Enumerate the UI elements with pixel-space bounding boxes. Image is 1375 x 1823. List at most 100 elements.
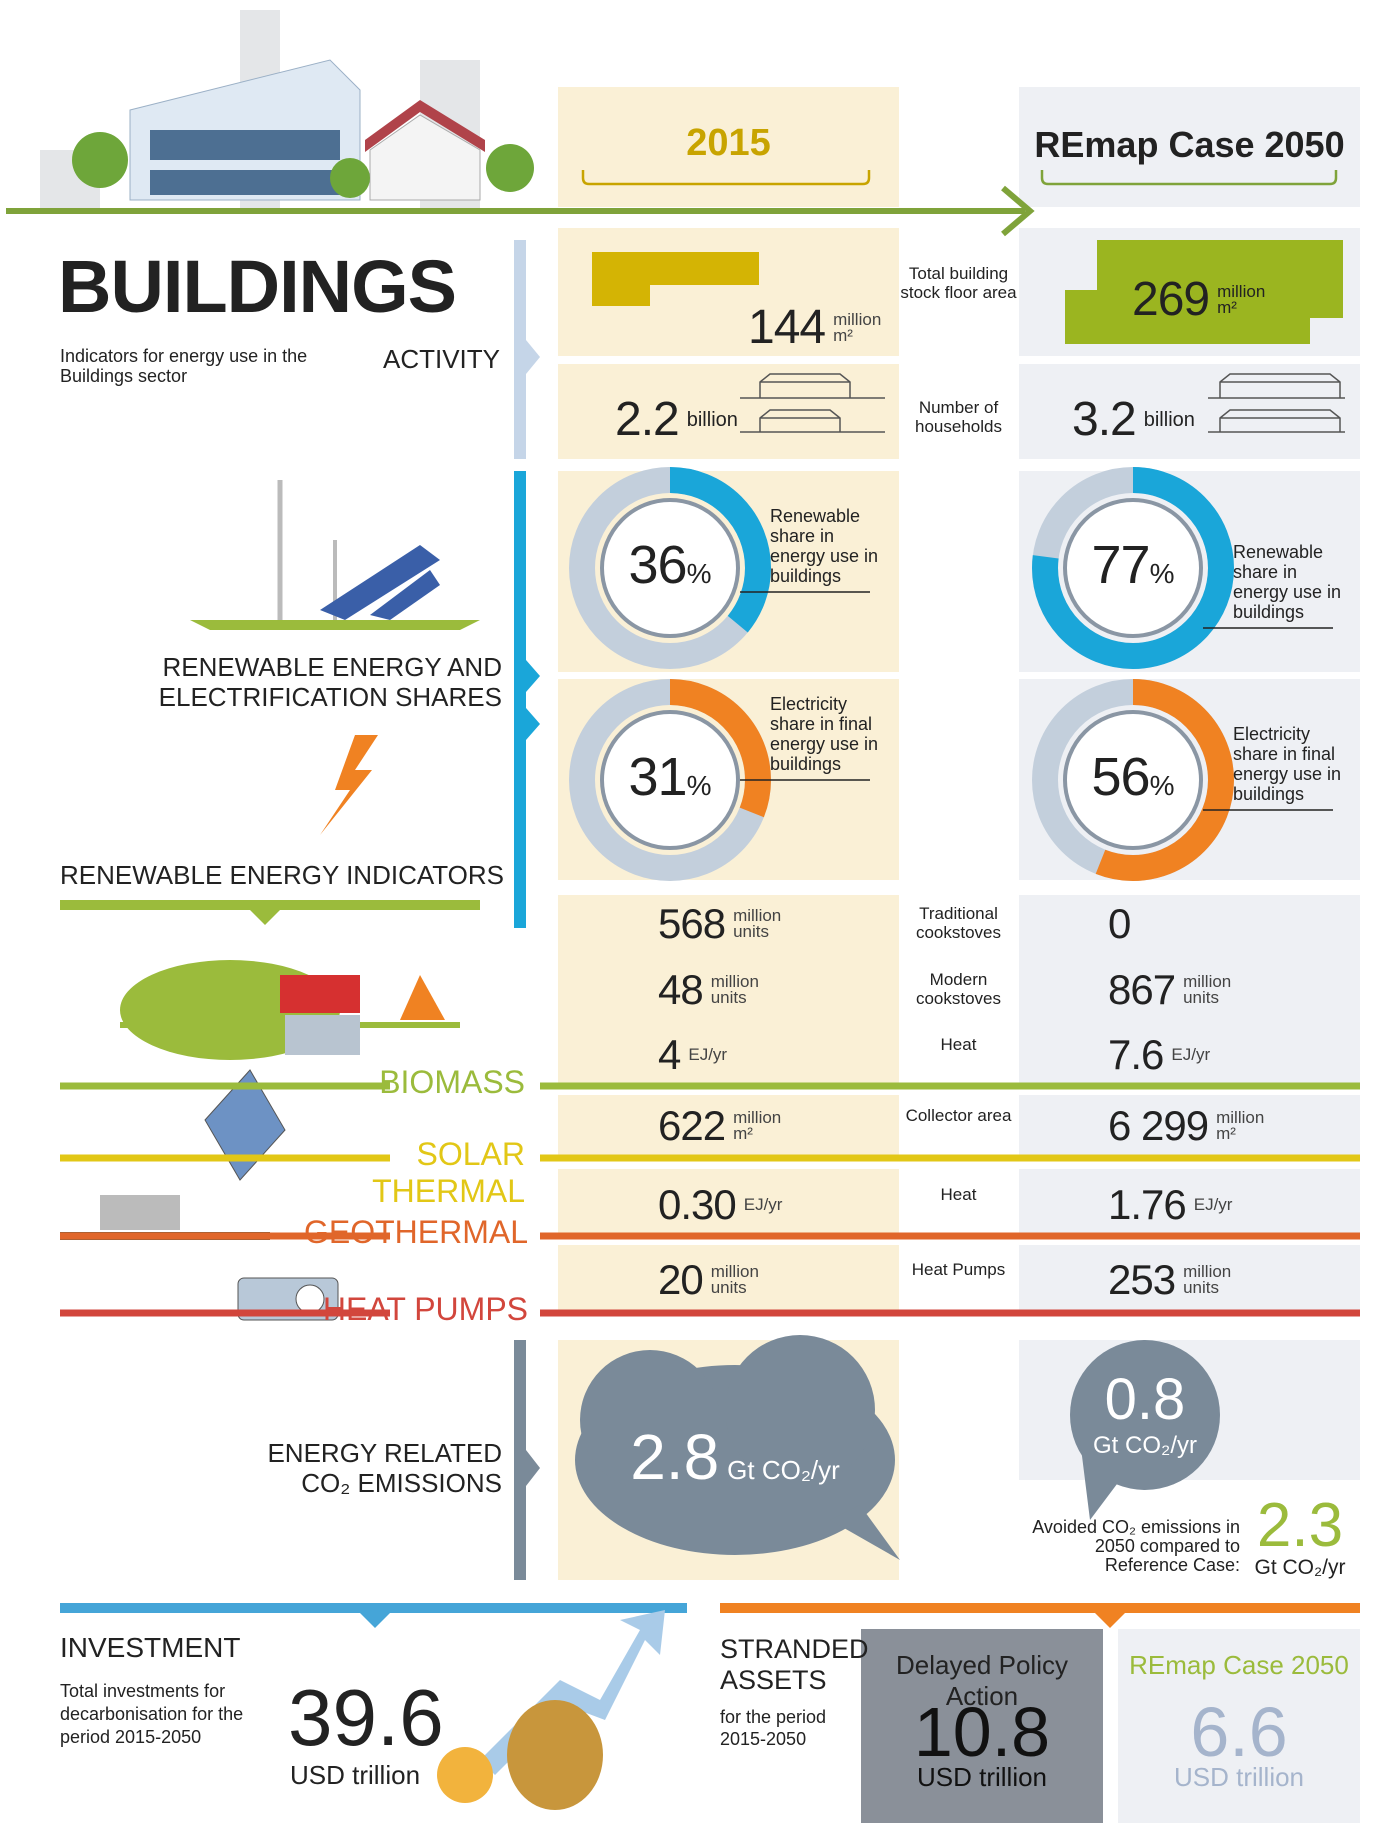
unit-line: EJ/yr: [743, 1195, 783, 1214]
unit-line: million: [1216, 1108, 1265, 1127]
donut-value: 31%: [600, 746, 740, 808]
row-label: Modern cookstoves: [915, 970, 1002, 1008]
unit-line: EJ/yr: [1193, 1195, 1233, 1214]
cloud-unit: Gt CO₂/yr: [1093, 1432, 1197, 1459]
value-group: 20 million units: [658, 1256, 759, 1304]
group-label: HEAT PUMPS: [322, 1291, 528, 1327]
bracket: [1040, 170, 1338, 186]
value: 1.76: [1108, 1181, 1187, 1228]
value: 4: [658, 1031, 681, 1078]
value: 269: [1132, 273, 1210, 326]
underline-arrow: [250, 910, 280, 925]
value: 48: [658, 966, 704, 1013]
case-name: REmap Case 2050: [1129, 1650, 1349, 1680]
unit-line: units: [1183, 988, 1219, 1007]
row-label: Heat Pumps: [911, 1260, 1006, 1279]
value-group: 0: [1108, 900, 1131, 948]
unit-line: million: [733, 906, 782, 925]
value: 144: [748, 301, 826, 354]
subtitle: Indicators for energy use in the Buildin…: [60, 346, 308, 386]
value-group: 269 million m²: [1132, 272, 1265, 327]
donut-label: Renewable share in energy use in buildin…: [1233, 542, 1342, 622]
side-bar: [514, 240, 526, 459]
value-group: 253 million units: [1108, 1256, 1231, 1304]
donut-center: [600, 498, 740, 638]
unit: EJ/yr: [688, 1046, 727, 1063]
unit: Gt CO₂/yr: [727, 1455, 840, 1485]
indicator-icons: [60, 960, 460, 1321]
side-arrow: [526, 1450, 540, 1486]
value: 0.30: [658, 1181, 737, 1228]
description: Total investments for decarbonisation fo…: [60, 1681, 244, 1747]
floor-area-block: [592, 252, 759, 306]
value-group: 568 million units: [658, 900, 781, 948]
value-group: 48 million units: [658, 966, 759, 1014]
unit: %: [1149, 558, 1175, 589]
bar-arrow: [1095, 1613, 1125, 1628]
unit: billion: [687, 410, 738, 430]
cloud-value: 2.8 Gt CO₂/yr: [600, 1420, 870, 1494]
case-box: [1118, 1629, 1360, 1823]
donut-label: Renewable share in energy use in buildin…: [770, 506, 879, 586]
case-name: Delayed Policy Action: [896, 1650, 1068, 1711]
unit: million m²: [1217, 281, 1266, 316]
donut-value: 36%: [600, 534, 740, 596]
donut-arc: [1032, 679, 1234, 881]
donut-center: [600, 710, 740, 850]
donut-label: Electricity share in final energy use in…: [770, 694, 879, 774]
value: 6 299: [1108, 1102, 1209, 1149]
unit-line: million: [710, 1262, 759, 1281]
unit: million units: [1183, 1263, 1231, 1297]
unit: %: [686, 558, 712, 589]
unit: EJ/yr: [1171, 1045, 1211, 1064]
column-header: REmap Case 2050: [1034, 124, 1345, 165]
case-unit: USD trillion: [916, 1762, 1048, 1792]
section-label: RENEWABLE ENERGY AND ELECTRIFICATION SHA…: [158, 652, 502, 712]
value: 253: [1108, 1256, 1176, 1303]
donut-center: [1063, 498, 1203, 638]
group-label: GEOTHERMAL: [303, 1214, 528, 1250]
buildings-illustration: [40, 10, 534, 210]
section-label: STRANDED ASSETS: [720, 1634, 869, 1695]
unit: million units: [710, 1262, 759, 1297]
section-label: ENERGY RELATED CO₂ EMISSIONS: [267, 1438, 502, 1498]
value: 39.6: [288, 1673, 444, 1762]
value: 0: [1108, 900, 1131, 947]
value-group: 4 EJ/yr: [658, 1031, 727, 1079]
value: 36: [628, 535, 688, 595]
row-label: Total building stock floor area: [900, 264, 1017, 302]
value-group: 6 299 million m²: [1108, 1102, 1264, 1150]
unit: million m²: [733, 1109, 781, 1142]
section-label: RENEWABLE ENERGY INDICATORS: [60, 860, 505, 890]
value-group: 144 million m²: [748, 300, 881, 355]
row-label: Traditional cookstoves: [915, 904, 1002, 942]
cloud-2015: [575, 1335, 900, 1560]
case-box: [861, 1629, 1103, 1823]
unit-line: EJ/yr: [1171, 1045, 1211, 1064]
column-header: 2015: [686, 122, 771, 164]
value-group: 2.2 billion: [615, 392, 738, 447]
unit-line: units: [1183, 1278, 1219, 1297]
value: 7.6: [1108, 1031, 1164, 1078]
unit: million m²: [1216, 1108, 1265, 1142]
value-group: 1.76 EJ/yr: [1108, 1181, 1232, 1229]
unit: million m²: [833, 311, 881, 344]
underline: [60, 900, 480, 910]
value: 2.2: [615, 393, 680, 446]
unit-line: units: [710, 1278, 747, 1297]
unit: %: [1149, 770, 1175, 801]
unit-line: million: [1183, 972, 1232, 991]
unit: EJ/yr: [1193, 1195, 1233, 1214]
timeline-arrowhead: [1001, 185, 1035, 237]
value-group: 867 million units: [1108, 966, 1231, 1014]
unit: USD trillion: [290, 1760, 421, 1790]
case-value: 6.6: [1190, 1693, 1288, 1771]
value: 2.8: [630, 1421, 720, 1493]
avoided-label: Avoided CO₂ emissions in 2050 compared t…: [1032, 1517, 1240, 1575]
donut-value: 77%: [1063, 534, 1203, 596]
unit: million units: [733, 906, 782, 940]
unit-line: million: [1217, 281, 1266, 301]
unit: billion: [1144, 410, 1195, 430]
row-label: Heat: [940, 1185, 977, 1204]
